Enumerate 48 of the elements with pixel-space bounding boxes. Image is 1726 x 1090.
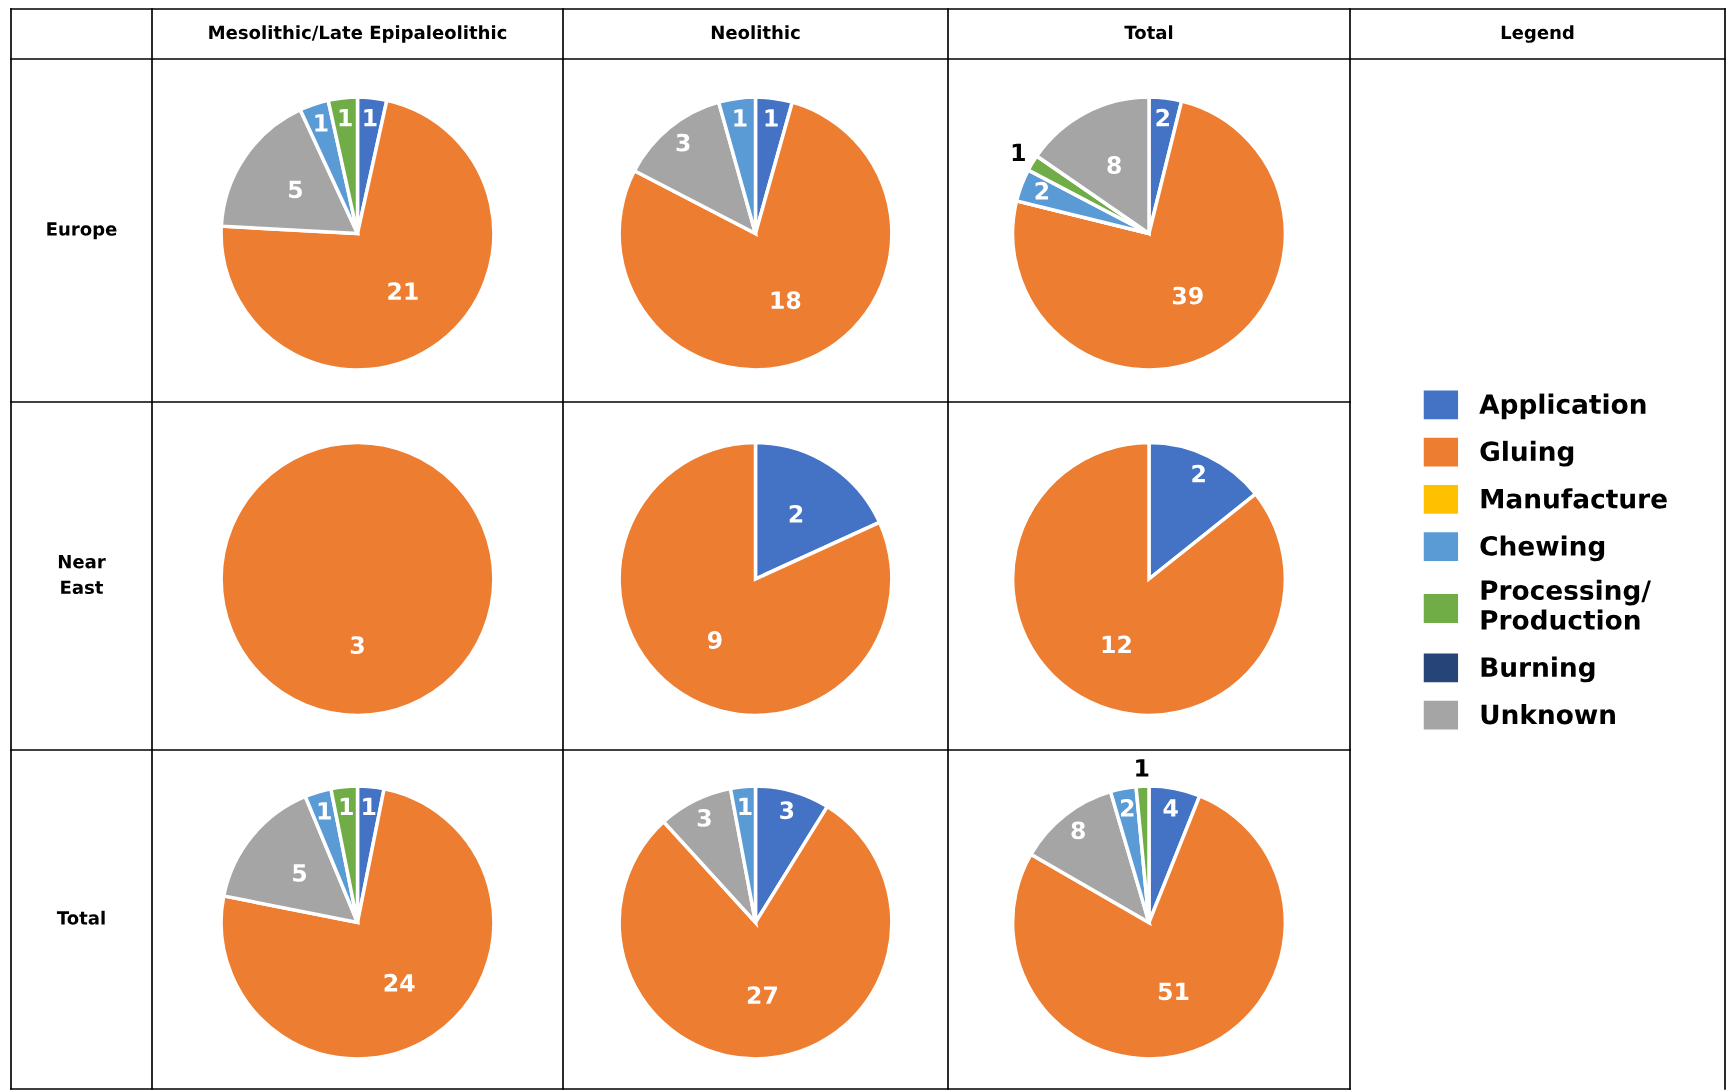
legend-label: Chewing xyxy=(1480,535,1605,562)
data-label: 2 xyxy=(1156,108,1169,127)
legend-label: Burning xyxy=(1481,656,1595,683)
data-label: 1 xyxy=(739,797,752,815)
data-label: 1 xyxy=(340,797,353,816)
data-label: 27 xyxy=(747,986,777,1004)
text: Near East xyxy=(58,554,106,595)
legend-label: Processing/ Production xyxy=(1481,579,1651,630)
data-label: 24 xyxy=(384,973,415,992)
data-label: 2 xyxy=(1120,799,1134,817)
legend-label: Gluing xyxy=(1480,440,1574,467)
data-label: 3 xyxy=(780,801,794,820)
data-label: 2 xyxy=(1035,181,1049,200)
data-label: 9 xyxy=(707,631,722,649)
data-label: 1 xyxy=(318,802,331,820)
data-label: 1 xyxy=(363,797,376,816)
data-label: 1 xyxy=(1012,143,1025,161)
data-label: 1 xyxy=(364,108,377,127)
data-label: 39 xyxy=(1172,286,1203,305)
text: Europe xyxy=(47,222,117,240)
data-label: 1 xyxy=(315,114,328,132)
data-label: 1 xyxy=(339,108,352,127)
data-label: 3 xyxy=(697,808,711,827)
text: Mesolithic/Late Epipaleolithic xyxy=(209,25,507,43)
data-label: 12 xyxy=(1102,635,1131,654)
legend-label: Manufacture xyxy=(1481,488,1667,509)
data-label: 18 xyxy=(771,291,801,310)
text: Legend xyxy=(1501,25,1574,43)
data-label: 4 xyxy=(1163,799,1178,817)
text: Total xyxy=(56,910,105,925)
data-label: 21 xyxy=(388,282,418,300)
legend-label: Application xyxy=(1479,393,1646,420)
data-label: 5 xyxy=(289,180,302,199)
data-label: 8 xyxy=(1107,156,1121,174)
data-label: 5 xyxy=(293,864,307,882)
data-label: 1 xyxy=(734,109,747,127)
data-label: 8 xyxy=(1071,821,1085,840)
data-label: 3 xyxy=(350,636,364,655)
data-label: 51 xyxy=(1158,982,1189,1001)
data-label: 1 xyxy=(1136,759,1149,777)
data-label: 2 xyxy=(1192,464,1205,483)
pie-slice xyxy=(219,98,496,372)
data-label: 1 xyxy=(765,109,778,127)
data-label: 3 xyxy=(676,133,690,152)
text: Total xyxy=(1124,25,1173,40)
text: Neolithic xyxy=(711,25,800,40)
legend-label: Unknown xyxy=(1481,703,1615,725)
data-label: 2 xyxy=(789,504,803,523)
